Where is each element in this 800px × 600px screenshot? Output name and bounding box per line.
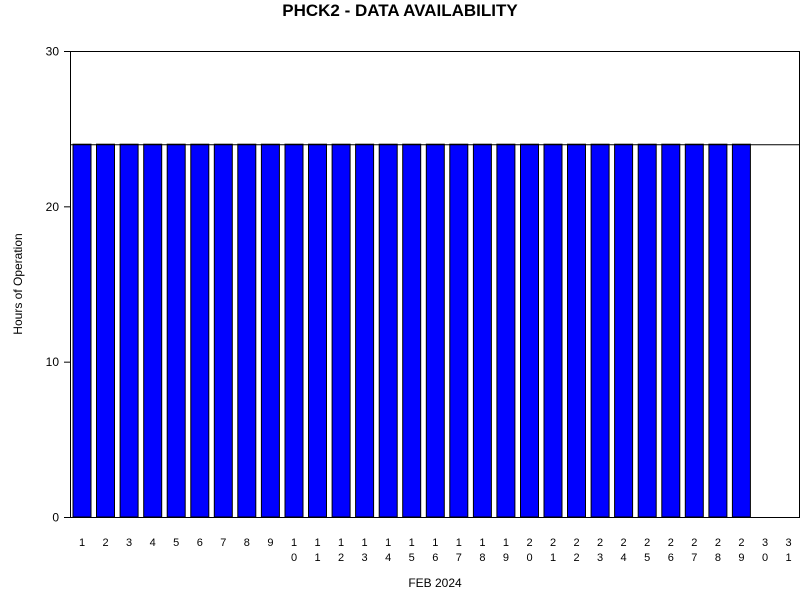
x-tick-label: 3 — [126, 537, 132, 549]
bar-day-4 — [143, 143, 163, 518]
bar-day-3 — [119, 143, 139, 518]
bar-day-19 — [496, 143, 516, 518]
x-axis-label: FEB 2024 — [408, 576, 462, 590]
bar-day-21 — [543, 143, 563, 518]
x-tick-label: 6 — [197, 537, 203, 549]
bar-day-5 — [166, 143, 186, 518]
bar-day-23 — [590, 143, 610, 518]
bar-day-17 — [449, 143, 469, 518]
bars-layer — [72, 143, 751, 518]
y-tick-label: 20 — [46, 200, 60, 214]
bar-day-12 — [331, 143, 351, 518]
x-tick-label: 2 — [102, 537, 108, 549]
bar-day-11 — [308, 143, 327, 518]
y-axis-label: Hours of Operation — [11, 233, 25, 334]
x-axis: 1 2 3 4 5 6 7 8 9 1 01 11 21 31 41 51 61 71 81 92 02 12 22 32 42… — [79, 537, 792, 564]
bar-day-1 — [72, 143, 92, 518]
bar-day-2 — [96, 143, 115, 518]
bar-day-7 — [213, 143, 233, 518]
x-tick-label: 5 — [173, 537, 179, 549]
bar-day-15 — [402, 143, 422, 518]
x-tick-label: 1 — [79, 537, 85, 549]
bar-day-13 — [355, 143, 375, 518]
y-tick-label: 0 — [52, 511, 59, 525]
bar-day-20 — [520, 143, 539, 518]
bar-day-25 — [637, 143, 657, 518]
bar-day-24 — [614, 143, 634, 518]
bar-day-10 — [284, 143, 304, 518]
y-tick-label: 30 — [46, 45, 60, 59]
bar-day-9 — [260, 143, 280, 518]
x-tick-label: 8 — [244, 537, 250, 549]
x-tick-label: 4 — [150, 537, 156, 549]
bar-day-16 — [425, 143, 445, 518]
y-tick-label: 10 — [46, 355, 60, 369]
y-axis: 0 10 20 30 — [46, 45, 70, 525]
bar-day-22 — [567, 143, 586, 518]
x-tick-label: 7 — [220, 537, 226, 549]
x-tick-label: 9 — [267, 537, 273, 549]
bar-day-27 — [684, 143, 704, 518]
chart-title: PHCK2 - DATA AVAILABILITY — [282, 1, 518, 20]
bar-day-26 — [661, 143, 681, 518]
bar-day-14 — [378, 143, 398, 518]
bar-day-6 — [190, 143, 210, 518]
bar-day-29 — [731, 143, 751, 518]
bar-day-28 — [708, 143, 728, 518]
bar-day-18 — [472, 143, 492, 518]
bar-day-8 — [237, 143, 257, 518]
